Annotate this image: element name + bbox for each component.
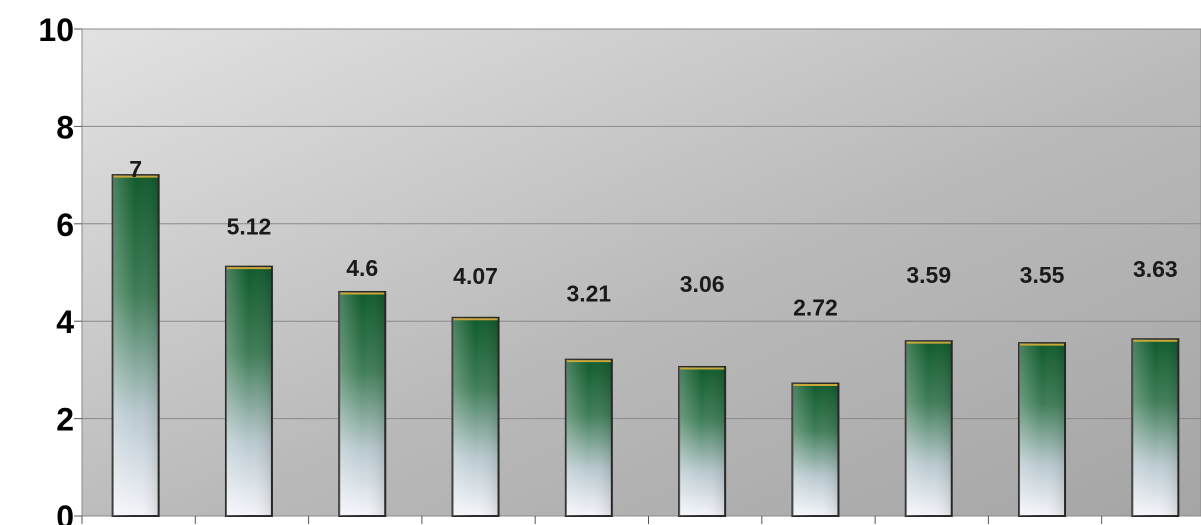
y-tick-label: 0 bbox=[56, 499, 74, 525]
bar-shade bbox=[452, 317, 499, 516]
y-tick-label: 4 bbox=[56, 304, 74, 340]
bar bbox=[904, 340, 953, 517]
bar-shade bbox=[565, 359, 612, 516]
y-tick-label: 10 bbox=[38, 12, 74, 48]
data-label: 5.12 bbox=[227, 214, 272, 240]
bar-shade bbox=[225, 266, 272, 516]
data-label: 3.63 bbox=[1133, 256, 1178, 282]
bar bbox=[678, 365, 727, 517]
y-axis: 0 2 4 6 8 10 bbox=[38, 12, 74, 525]
bar bbox=[451, 316, 500, 517]
bar bbox=[1131, 338, 1180, 517]
bar-shade bbox=[792, 383, 839, 516]
bar bbox=[1018, 342, 1067, 517]
data-label: 3.06 bbox=[680, 271, 725, 297]
bar-shade bbox=[1132, 339, 1179, 516]
y-tick-label: 8 bbox=[56, 109, 74, 145]
data-label: 3.55 bbox=[1020, 262, 1065, 288]
data-label: 2.72 bbox=[793, 295, 838, 321]
bar bbox=[564, 358, 613, 517]
bar bbox=[111, 174, 160, 517]
bar bbox=[224, 265, 273, 517]
data-label: 7 bbox=[129, 156, 142, 182]
bar-shade bbox=[905, 341, 952, 516]
data-labels: 7 5.12 4.6 4.07 3.21 3.06 2.72 3.59 3.55 3.63 bbox=[129, 156, 1177, 320]
bar-shade bbox=[112, 175, 159, 516]
y-tick-label: 2 bbox=[56, 402, 74, 438]
bars bbox=[111, 174, 1180, 518]
data-label: 4.6 bbox=[346, 255, 378, 281]
y-tick-label: 6 bbox=[56, 207, 74, 243]
data-label: 3.21 bbox=[566, 281, 611, 307]
bar bbox=[338, 290, 387, 518]
bar-shade bbox=[339, 291, 386, 516]
data-label: 4.07 bbox=[453, 263, 498, 289]
bar-shade bbox=[679, 366, 726, 516]
bar bbox=[791, 382, 840, 518]
data-label: 3.59 bbox=[906, 262, 951, 288]
bar-shade bbox=[1019, 343, 1066, 516]
